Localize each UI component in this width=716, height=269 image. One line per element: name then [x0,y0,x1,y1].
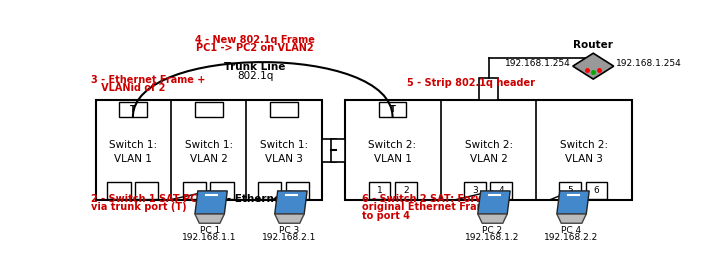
Text: VLANid of 2: VLANid of 2 [91,83,165,93]
Text: 2: 2 [403,186,409,195]
Text: T: T [130,105,136,114]
Bar [195,102,223,117]
Text: Router: Router [574,40,613,50]
Bar [183,182,205,199]
Text: 3: 3 [472,186,478,195]
Bar [464,182,485,199]
Text: PC 1: PC 1 [200,225,220,235]
Bar [479,79,498,100]
Bar [322,139,336,162]
Bar [135,182,158,199]
Bar [379,102,407,117]
Text: PC 2: PC 2 [483,225,503,235]
Text: 2 - Switch 1 SAT PC2: 2 - Switch 1 SAT PC2 [91,194,204,204]
Text: PC 4: PC 4 [561,225,581,235]
Polygon shape [275,214,304,223]
Text: Switch 2:
VLAN 2: Switch 2: VLAN 2 [465,140,513,164]
Text: 4 - New 802.1q Frame: 4 - New 802.1q Frame [195,35,315,45]
Bar [345,100,632,200]
Polygon shape [195,214,224,223]
Polygon shape [275,191,307,214]
Text: 192.168.1.2: 192.168.1.2 [465,233,520,242]
Bar [96,100,322,200]
Bar [107,182,130,199]
Text: via trunk port (T): via trunk port (T) [91,203,187,213]
Polygon shape [478,214,507,223]
Text: 192.168.2.1: 192.168.2.1 [262,233,316,242]
Polygon shape [478,191,511,214]
Text: 5: 5 [567,186,573,195]
Bar [258,182,281,199]
Polygon shape [195,191,227,214]
Text: 6 - Switch 2 SAT: Forward: 6 - Switch 2 SAT: Forward [362,194,503,204]
Bar [286,182,309,199]
Text: Trunk Line: Trunk Line [224,62,286,72]
Polygon shape [557,214,586,223]
Text: 6: 6 [594,186,599,195]
Text: PC 3: PC 3 [279,225,299,235]
Text: T: T [390,105,395,114]
Polygon shape [557,191,589,214]
Text: 192.168.1.1: 192.168.1.1 [183,233,237,242]
Text: Switch 2:
VLAN 1: Switch 2: VLAN 1 [369,140,417,164]
Text: Switch 1:
VLAN 3: Switch 1: VLAN 3 [260,140,308,164]
Text: Switch 2:
VLAN 3: Switch 2: VLAN 3 [560,140,608,164]
Text: 192.168.1.254: 192.168.1.254 [505,59,571,68]
Text: 192.168.1.254: 192.168.1.254 [616,59,682,68]
Bar [395,182,417,199]
Text: PC1 -> PC2 on VLAN2: PC1 -> PC2 on VLAN2 [196,43,314,53]
Bar [559,182,581,199]
Bar [490,182,512,199]
Text: 802.1q: 802.1q [237,71,273,81]
Text: to port 4: to port 4 [362,211,410,221]
Text: Switch 1:
VLAN 2: Switch 1: VLAN 2 [185,140,233,164]
Bar [586,182,607,199]
Bar [369,182,390,199]
Text: 1 - Ethernet: 1 - Ethernet [216,194,286,204]
Polygon shape [573,53,614,79]
Text: 5 - Strip 802.1q header: 5 - Strip 802.1q header [407,79,536,89]
Bar [119,102,147,117]
Text: 192.168.2.2: 192.168.2.2 [544,233,599,242]
Text: original Ethernet Frame: original Ethernet Frame [362,203,493,213]
Bar [211,182,233,199]
Bar [270,102,298,117]
Bar [332,139,345,162]
Text: 3 - Ethernet Frame +: 3 - Ethernet Frame + [91,75,205,85]
Text: 1: 1 [377,186,382,195]
Text: 4: 4 [498,186,504,195]
Text: Switch 1:
VLAN 1: Switch 1: VLAN 1 [109,140,157,164]
